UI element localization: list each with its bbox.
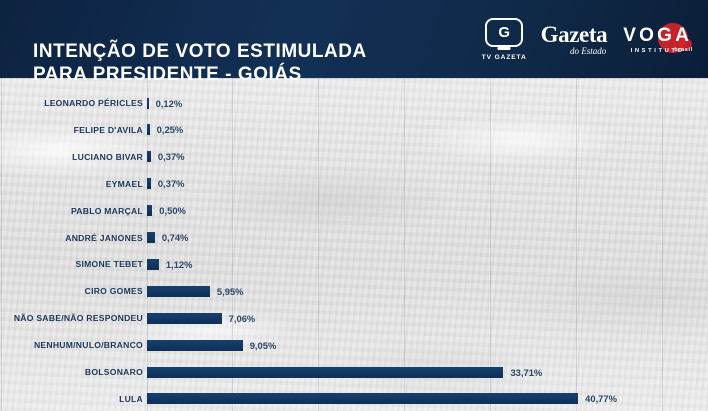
bar bbox=[147, 124, 150, 136]
bar-category-label: CIRO GOMES bbox=[84, 286, 143, 297]
bar bbox=[147, 393, 579, 405]
horizontal-bar-chart: LEONARDO PÉRICLES 0,12% FELIPE D'AVILA 0,25… bbox=[0, 78, 708, 411]
gazeta-logo: Gazeta do Estado bbox=[541, 23, 608, 56]
gridline-6 bbox=[576, 78, 577, 411]
bar bbox=[147, 339, 243, 351]
gridline-1 bbox=[147, 78, 148, 411]
tv-screen-icon: G bbox=[485, 17, 524, 47]
bar-value-label: 7,06% bbox=[228, 312, 256, 324]
title-line-2: PARA PRESIDENTE - GOIÁS bbox=[33, 63, 302, 85]
chart-row: EYMAEL 0,37% bbox=[0, 171, 708, 197]
bar-value-label: 40,77% bbox=[585, 393, 617, 405]
bar bbox=[147, 205, 153, 217]
bar-value-label: 33,71% bbox=[510, 366, 543, 378]
header-banner: INTENÇÃO DE VOTO ESTIMULADA PARA PRESIDE… bbox=[0, 0, 708, 85]
bar-value-label: 0,25% bbox=[156, 124, 184, 136]
tv-gazeta-monogram: G bbox=[498, 23, 510, 41]
chart-row: LEONARDO PÉRICLES 0,12% bbox=[0, 90, 708, 116]
bar-category-label: EYMAEL bbox=[105, 178, 143, 189]
gridline-5 bbox=[490, 78, 491, 411]
chart-gridlines bbox=[0, 78, 708, 411]
bar bbox=[147, 312, 222, 324]
bar-value-label: 0,12% bbox=[155, 97, 183, 109]
bar-value-label: 5,95% bbox=[216, 285, 244, 297]
gridline-0 bbox=[0, 78, 2, 411]
bar bbox=[147, 232, 155, 243]
bar-category-label: NÃO SABE/NÃO RESPONDEU bbox=[13, 313, 143, 324]
chart-row: LUCIANO BIVAR 0,37% bbox=[0, 144, 708, 170]
gridline-4 bbox=[404, 78, 405, 411]
bar bbox=[147, 97, 149, 109]
bar-category-label: LEONARDO PÉRICLES bbox=[44, 98, 143, 108]
bar-value-label: 0,37% bbox=[157, 151, 185, 163]
grid-top-line bbox=[0, 78, 708, 79]
tv-gazeta-logo: G TV GAZETA bbox=[481, 17, 527, 61]
bar bbox=[147, 151, 151, 163]
bar-value-label: 0,74% bbox=[161, 232, 189, 243]
chart-row: CIRO GOMES 5,95% bbox=[0, 278, 708, 304]
bar bbox=[147, 366, 504, 378]
bar-value-label: 9,05% bbox=[249, 339, 277, 351]
voga-logo: VOGA brasil INSTITUTO bbox=[621, 22, 694, 55]
chart-row: PABLO MARÇAL 0,50% bbox=[0, 198, 708, 224]
chart-row: NENHUM/NULO/BRANCO 9,05% bbox=[0, 332, 708, 358]
voga-instituto-label: INSTITUTO bbox=[630, 47, 685, 54]
gazeta-tagline: do Estado bbox=[569, 45, 607, 56]
bar-category-label: SIMONE TEBET bbox=[75, 259, 143, 270]
bar-category-label: PABLO MARÇAL bbox=[70, 205, 143, 216]
title-line-1: INTENÇÃO DE VOTO ESTIMULADA bbox=[33, 40, 367, 62]
chart-row: NÃO SABE/NÃO RESPONDEU 7,06% bbox=[0, 305, 708, 331]
bar bbox=[147, 258, 159, 270]
gridline-7 bbox=[662, 78, 663, 411]
bar-category-label: LUCIANO BIVAR bbox=[72, 151, 143, 162]
bar-value-label: 0,37% bbox=[157, 178, 185, 190]
bar-value-label: 1,12% bbox=[165, 258, 193, 270]
bar-category-label: LULA bbox=[119, 393, 143, 404]
voga-brasil-label: brasil bbox=[674, 47, 693, 54]
chart-row: ANDRÉ JANONES 0,74% bbox=[0, 225, 708, 251]
chart-row: LULA 40,77% bbox=[0, 386, 708, 411]
gazeta-wordmark: Gazeta bbox=[540, 21, 608, 47]
logo-group: G TV GAZETA Gazeta do Estado VOGA brasil… bbox=[482, 14, 694, 64]
bar bbox=[147, 285, 210, 297]
bar-category-label: NENHUM/NULO/BRANCO bbox=[33, 340, 143, 351]
chart-row: FELIPE D'AVILA 0,25% bbox=[0, 117, 708, 143]
voga-red-dot-icon bbox=[679, 37, 692, 51]
bar bbox=[147, 178, 151, 190]
bar-category-label: FELIPE D'AVILA bbox=[73, 124, 143, 135]
page-title: INTENÇÃO DE VOTO ESTIMULADA PARA PRESIDE… bbox=[33, 17, 367, 109]
voga-wordmark: VOGA bbox=[623, 24, 692, 46]
chart-row: SIMONE TEBET 1,12% bbox=[0, 251, 708, 277]
gridline-2 bbox=[232, 78, 233, 411]
bar-value-label: 0,50% bbox=[159, 205, 186, 217]
bar-category-label: ANDRÉ JANONES bbox=[65, 232, 143, 243]
bar-category-label: BOLSONARO bbox=[84, 367, 143, 377]
chart-row: BOLSONARO 33,71% bbox=[0, 359, 708, 385]
tv-gazeta-wordmark: TV GAZETA bbox=[481, 53, 527, 61]
gridline-3 bbox=[318, 78, 319, 411]
